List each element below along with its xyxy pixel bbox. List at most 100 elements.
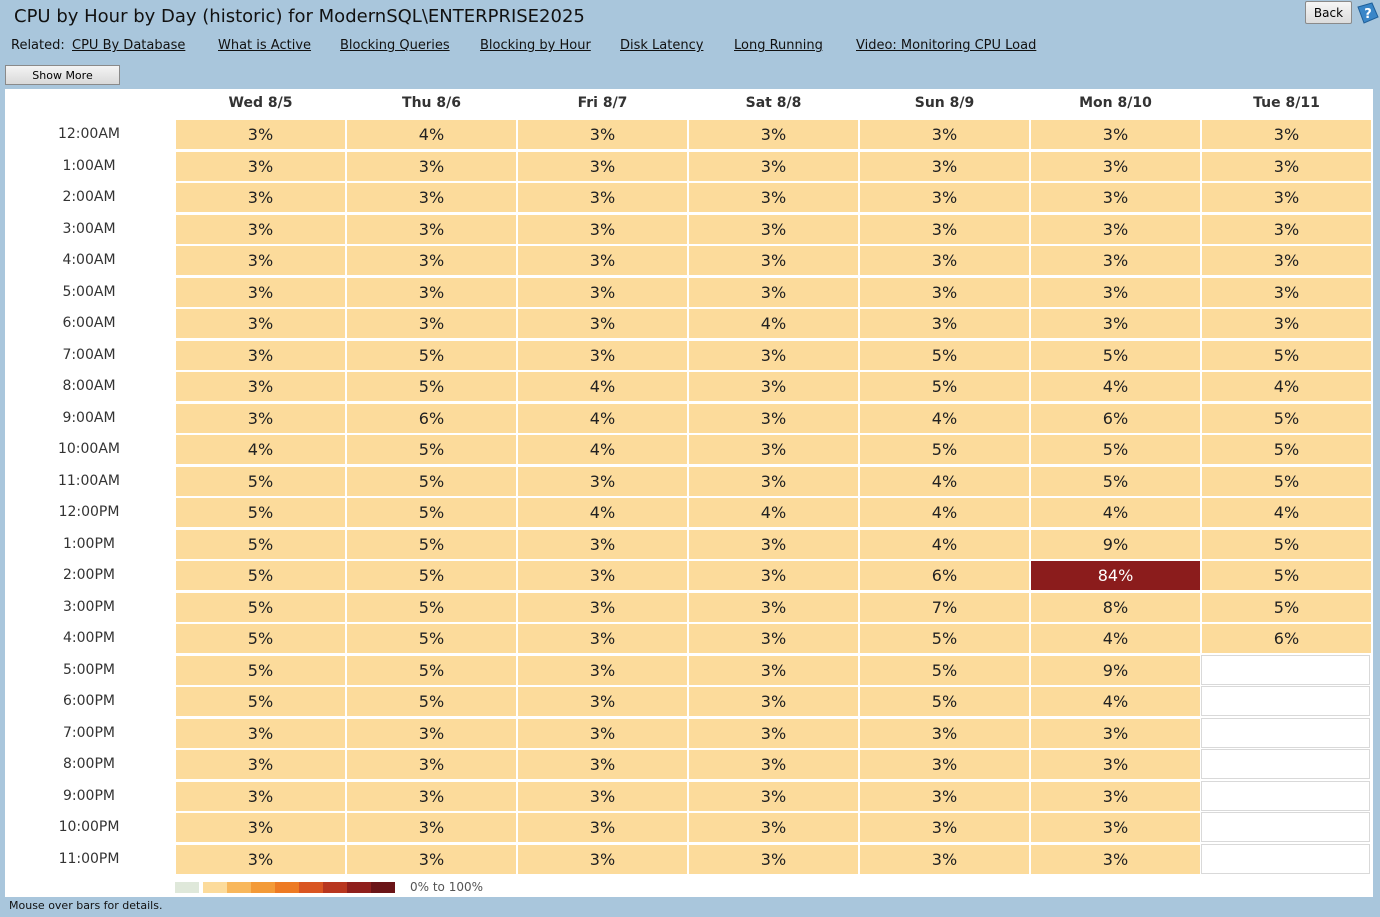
heatmap-cell[interactable]: 3% [688, 466, 859, 497]
heatmap-cell[interactable]: 84% [1030, 560, 1201, 591]
heatmap-cell[interactable]: 4% [859, 497, 1030, 528]
heatmap-cell[interactable]: 3% [517, 718, 688, 749]
heatmap-cell[interactable]: 3% [1201, 214, 1372, 245]
heatmap-cell[interactable]: 3% [859, 781, 1030, 812]
heatmap-cell[interactable]: 3% [1030, 245, 1201, 276]
heatmap-cell[interactable]: 3% [346, 182, 517, 213]
heatmap-cell[interactable]: 5% [1030, 434, 1201, 465]
heatmap-cell[interactable]: 5% [859, 623, 1030, 654]
heatmap-cell[interactable]: 6% [346, 403, 517, 434]
heatmap-cell[interactable]: 5% [859, 340, 1030, 371]
heatmap-cell[interactable]: 4% [175, 434, 346, 465]
heatmap-cell[interactable]: 5% [346, 592, 517, 623]
heatmap-cell[interactable]: 5% [346, 686, 517, 717]
heatmap-cell[interactable]: 3% [859, 245, 1030, 276]
heatmap-cell[interactable]: 5% [1201, 529, 1372, 560]
heatmap-cell[interactable]: 5% [859, 686, 1030, 717]
heatmap-cell[interactable]: 3% [1201, 308, 1372, 339]
heatmap-cell[interactable]: 3% [517, 844, 688, 875]
heatmap-cell[interactable]: 5% [175, 686, 346, 717]
heatmap-cell[interactable]: 3% [346, 844, 517, 875]
heatmap-cell[interactable]: 3% [517, 151, 688, 182]
heatmap-cell[interactable]: 4% [1030, 497, 1201, 528]
heatmap-cell[interactable]: 3% [517, 340, 688, 371]
heatmap-cell[interactable]: 3% [688, 781, 859, 812]
heatmap-cell[interactable]: 5% [859, 655, 1030, 686]
heatmap-cell[interactable]: 5% [175, 592, 346, 623]
heatmap-cell[interactable]: 3% [688, 119, 859, 150]
heatmap-cell[interactable]: 3% [688, 151, 859, 182]
heatmap-cell[interactable]: 5% [175, 529, 346, 560]
link-video-monitoring-cpu-load[interactable]: Video: Monitoring CPU Load [856, 38, 1037, 53]
heatmap-cell[interactable]: 4% [688, 497, 859, 528]
heatmap-cell[interactable]: 3% [688, 749, 859, 780]
heatmap-cell[interactable]: 3% [1030, 718, 1201, 749]
heatmap-cell[interactable]: 6% [1201, 623, 1372, 654]
heatmap-cell[interactable]: 3% [1030, 308, 1201, 339]
heatmap-cell[interactable]: 5% [175, 466, 346, 497]
heatmap-cell[interactable]: 3% [1201, 245, 1372, 276]
heatmap-cell[interactable]: 3% [688, 403, 859, 434]
heatmap-cell[interactable]: 4% [517, 434, 688, 465]
link-disk-latency[interactable]: Disk Latency [620, 38, 704, 53]
heatmap-cell[interactable]: 3% [859, 182, 1030, 213]
heatmap-cell[interactable]: 3% [346, 718, 517, 749]
heatmap-cell[interactable]: 3% [859, 119, 1030, 150]
heatmap-cell[interactable]: 5% [1030, 340, 1201, 371]
heatmap-cell[interactable]: 5% [346, 434, 517, 465]
heatmap-cell[interactable]: 5% [1201, 434, 1372, 465]
heatmap-cell[interactable]: 3% [175, 749, 346, 780]
heatmap-cell[interactable]: 4% [517, 403, 688, 434]
heatmap-cell[interactable]: 5% [859, 371, 1030, 402]
heatmap-cell[interactable]: 3% [175, 371, 346, 402]
heatmap-cell[interactable]: 5% [346, 529, 517, 560]
heatmap-cell[interactable]: 3% [517, 119, 688, 150]
heatmap-cell[interactable]: 4% [1030, 623, 1201, 654]
heatmap-cell[interactable]: 5% [1030, 466, 1201, 497]
link-what-is-active[interactable]: What is Active [218, 38, 312, 53]
heatmap-cell[interactable]: 3% [859, 718, 1030, 749]
heatmap-cell[interactable]: 6% [1030, 403, 1201, 434]
heatmap-cell[interactable]: 8% [1030, 592, 1201, 623]
heatmap-cell[interactable]: 3% [175, 182, 346, 213]
heatmap-cell[interactable]: 3% [688, 214, 859, 245]
heatmap-cell[interactable]: 3% [175, 308, 346, 339]
heatmap-cell[interactable]: 3% [175, 781, 346, 812]
heatmap-cell[interactable]: 3% [688, 277, 859, 308]
link-blocking-queries[interactable]: Blocking Queries [340, 38, 450, 53]
heatmap-cell[interactable]: 3% [688, 529, 859, 560]
heatmap-cell[interactable]: 3% [517, 277, 688, 308]
heatmap-cell[interactable]: 3% [175, 340, 346, 371]
show-more-button[interactable]: Show More [5, 65, 120, 85]
heatmap-cell[interactable]: 3% [1030, 277, 1201, 308]
heatmap-cell[interactable]: 3% [175, 812, 346, 843]
heatmap-cell[interactable]: 4% [1201, 371, 1372, 402]
heatmap-cell[interactable]: 4% [859, 466, 1030, 497]
heatmap-cell[interactable]: 3% [175, 245, 346, 276]
heatmap-cell[interactable]: 3% [175, 119, 346, 150]
heatmap-cell[interactable]: 3% [688, 623, 859, 654]
heatmap-cell[interactable]: 3% [175, 151, 346, 182]
heatmap-cell[interactable]: 5% [1201, 466, 1372, 497]
heatmap-cell[interactable]: 3% [688, 686, 859, 717]
heatmap-cell[interactable]: 5% [346, 655, 517, 686]
heatmap-cell[interactable]: 4% [517, 497, 688, 528]
heatmap-cell[interactable]: 4% [517, 371, 688, 402]
heatmap-cell[interactable]: 3% [175, 214, 346, 245]
heatmap-cell[interactable]: 6% [859, 560, 1030, 591]
heatmap-cell[interactable]: 3% [1201, 182, 1372, 213]
heatmap-cell[interactable]: 3% [175, 277, 346, 308]
heatmap-cell[interactable]: 3% [1201, 277, 1372, 308]
heatmap-cell[interactable]: 3% [346, 812, 517, 843]
heatmap-cell[interactable]: 5% [175, 497, 346, 528]
back-button[interactable]: Back [1305, 1, 1352, 24]
heatmap-cell[interactable]: 3% [688, 592, 859, 623]
heatmap-cell[interactable]: 3% [517, 308, 688, 339]
heatmap-cell[interactable]: 3% [346, 308, 517, 339]
heatmap-cell[interactable]: 5% [346, 371, 517, 402]
heatmap-cell[interactable]: 3% [517, 466, 688, 497]
heatmap-cell[interactable]: 5% [346, 623, 517, 654]
heatmap-cell[interactable]: 9% [1030, 529, 1201, 560]
heatmap-cell[interactable]: 4% [346, 119, 517, 150]
heatmap-cell[interactable]: 5% [175, 655, 346, 686]
